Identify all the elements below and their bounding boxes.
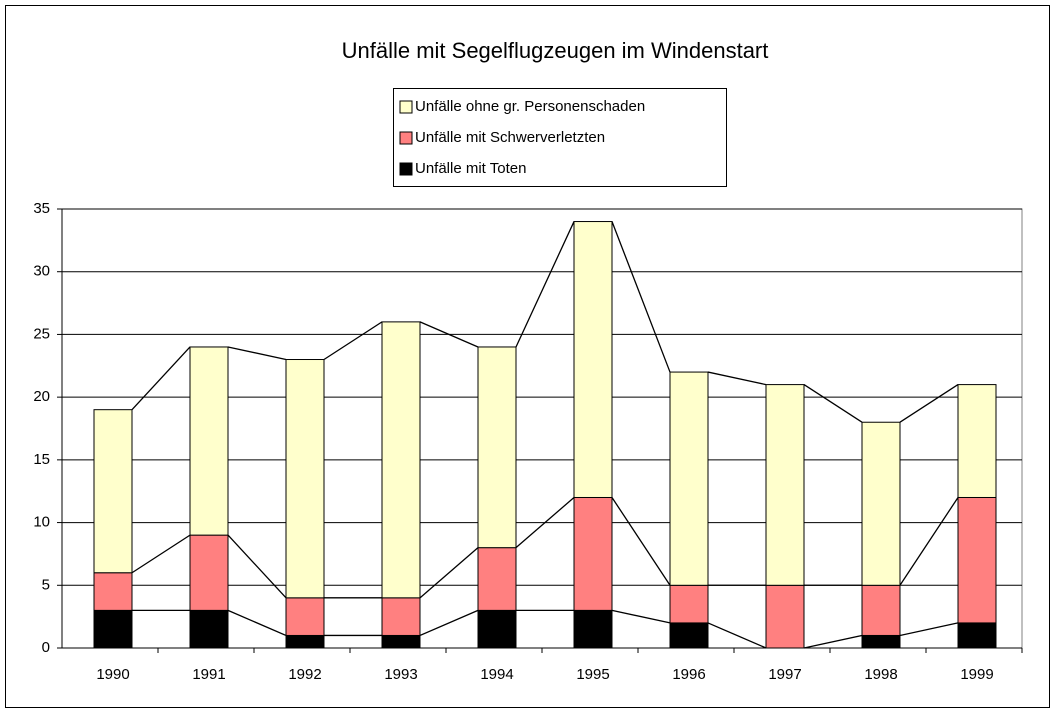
x-tick-label: 1992 bbox=[288, 666, 321, 683]
bar-segment bbox=[477, 346, 517, 549]
bar-segment bbox=[189, 609, 229, 649]
series-line bbox=[803, 634, 863, 649]
series-line bbox=[899, 497, 959, 586]
series-line bbox=[611, 609, 671, 624]
bar-segment bbox=[285, 359, 325, 599]
x-tick-label: 1995 bbox=[576, 666, 609, 683]
series-line bbox=[803, 384, 863, 423]
y-tick-label: 25 bbox=[33, 325, 50, 342]
bar-segment bbox=[861, 584, 901, 636]
bar-segment bbox=[669, 371, 709, 586]
bar-segment bbox=[861, 634, 901, 649]
legend-label: Unfälle mit Toten bbox=[415, 160, 526, 177]
series-line bbox=[227, 609, 287, 637]
bar-segment bbox=[189, 346, 229, 536]
x-tick-label: 1999 bbox=[960, 666, 993, 683]
bar-segment bbox=[477, 547, 517, 611]
bar-segment bbox=[477, 609, 517, 649]
series-line bbox=[515, 496, 575, 549]
legend-swatch bbox=[399, 162, 413, 176]
bar-segment bbox=[93, 409, 133, 574]
bar-segment bbox=[669, 584, 709, 624]
bar-segment bbox=[573, 496, 613, 611]
legend-swatch bbox=[399, 100, 413, 114]
bar-segment bbox=[189, 534, 229, 611]
bar-segment bbox=[93, 572, 133, 611]
legend-box bbox=[393, 88, 727, 187]
bar-segment bbox=[381, 321, 421, 599]
x-tick-label: 1990 bbox=[96, 666, 129, 683]
legend-swatch bbox=[399, 131, 413, 145]
bar-segment bbox=[573, 609, 613, 649]
series-line bbox=[899, 384, 959, 423]
series-line bbox=[131, 346, 191, 411]
bar-segment bbox=[669, 622, 709, 649]
series-line bbox=[899, 622, 959, 637]
y-tick-label: 15 bbox=[33, 451, 50, 468]
y-tick-label: 20 bbox=[33, 388, 50, 405]
bar-segment bbox=[957, 496, 997, 624]
x-tick-label: 1997 bbox=[768, 666, 801, 683]
bar-segment bbox=[381, 597, 421, 636]
bar-segment bbox=[957, 622, 997, 649]
y-tick-label: 10 bbox=[33, 514, 50, 531]
x-tick-label: 1998 bbox=[864, 666, 897, 683]
series-line bbox=[611, 497, 671, 586]
series-line bbox=[611, 221, 671, 373]
series-line bbox=[227, 534, 287, 599]
y-tick-label: 0 bbox=[42, 639, 50, 656]
bar-segment bbox=[93, 609, 133, 649]
x-tick-label: 1991 bbox=[192, 666, 225, 683]
series-line bbox=[323, 321, 383, 361]
bar-segment bbox=[765, 584, 805, 649]
bar-segment bbox=[381, 634, 421, 649]
x-tick-label: 1994 bbox=[480, 666, 513, 683]
series-line bbox=[419, 609, 479, 637]
bar-segment bbox=[285, 634, 325, 649]
bar-segment bbox=[861, 421, 901, 586]
series-line bbox=[707, 622, 767, 649]
y-tick-label: 30 bbox=[33, 263, 50, 280]
series-line bbox=[515, 221, 575, 348]
legend-label: Unfälle ohne gr. Personenschaden bbox=[415, 98, 645, 115]
series-line bbox=[419, 321, 479, 348]
y-tick-label: 5 bbox=[42, 576, 50, 593]
legend-label: Unfälle mit Schwerverletzten bbox=[415, 129, 605, 146]
chart-title: Unfälle mit Segelflugzeugen im Windensta… bbox=[342, 38, 769, 63]
bar-segment bbox=[285, 597, 325, 636]
series-line bbox=[419, 547, 479, 599]
series-line bbox=[707, 371, 767, 386]
x-tick-label: 1996 bbox=[672, 666, 705, 683]
bar-segment bbox=[573, 221, 613, 498]
bar-segment bbox=[765, 384, 805, 586]
series-line bbox=[227, 346, 287, 361]
bar-segment bbox=[957, 384, 997, 498]
y-tick-label: 35 bbox=[33, 200, 50, 217]
series-line bbox=[131, 534, 191, 574]
x-tick-label: 1993 bbox=[384, 666, 417, 683]
